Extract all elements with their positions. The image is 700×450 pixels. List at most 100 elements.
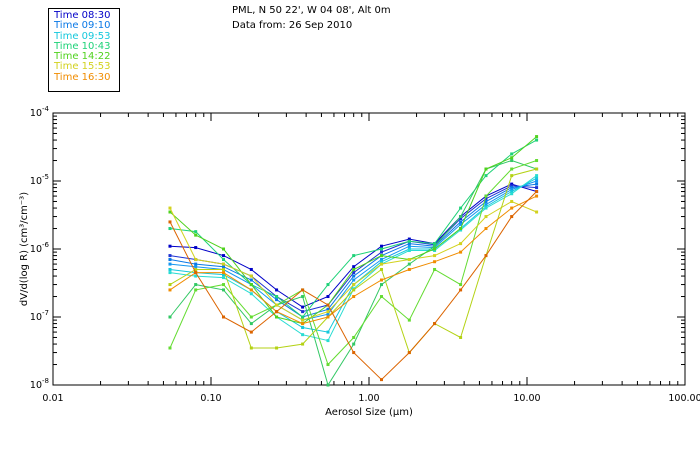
data-point xyxy=(222,288,226,292)
data-point xyxy=(301,315,305,319)
data-point xyxy=(459,250,463,254)
data-point xyxy=(380,254,384,258)
data-point xyxy=(222,271,226,275)
data-point xyxy=(433,322,437,326)
data-point xyxy=(535,138,539,142)
data-point xyxy=(484,203,488,207)
x-tick-label: 100.00 xyxy=(668,393,700,404)
data-point xyxy=(249,346,253,350)
data-point xyxy=(168,315,172,319)
data-point xyxy=(484,206,488,210)
data-point xyxy=(459,220,463,224)
data-point xyxy=(535,135,539,139)
data-point xyxy=(352,278,356,282)
data-point xyxy=(301,333,305,337)
data-point xyxy=(459,222,463,226)
data-point xyxy=(249,278,253,282)
data-point xyxy=(222,247,226,251)
data-point xyxy=(380,378,384,382)
data-point xyxy=(326,330,330,334)
y-tick-base: 10 xyxy=(30,312,42,323)
data-point xyxy=(380,247,384,251)
data-point xyxy=(407,267,411,271)
data-point xyxy=(194,258,198,262)
y-tick-label: 10-4 xyxy=(30,105,50,119)
data-point xyxy=(194,288,198,292)
data-point xyxy=(301,295,305,299)
legend-entry: Time 09:10 xyxy=(54,20,111,32)
data-point xyxy=(275,310,279,314)
data-point xyxy=(301,322,305,326)
x-tick-label: 1.00 xyxy=(358,393,379,404)
data-point xyxy=(510,156,514,160)
data-point xyxy=(459,227,463,231)
data-point xyxy=(510,192,514,196)
data-point xyxy=(433,249,437,253)
data-point xyxy=(484,199,488,203)
data-point xyxy=(168,267,172,271)
legend: Time 08:30 Time 09:10 Time 09:53 Time 10:43… xyxy=(48,8,120,92)
data-point xyxy=(535,182,539,186)
data-point xyxy=(535,176,539,180)
data-point xyxy=(510,182,514,186)
data-point xyxy=(407,262,411,266)
data-point xyxy=(380,283,384,287)
data-point xyxy=(326,310,330,314)
data-point xyxy=(352,295,356,299)
x-axis-title: Aerosol Size (μm) xyxy=(325,407,413,418)
data-point xyxy=(407,237,411,241)
data-point xyxy=(352,351,356,355)
y-tick-exponent: -7 xyxy=(42,309,49,317)
data-point xyxy=(484,174,488,178)
data-point xyxy=(510,152,514,156)
data-point xyxy=(380,250,384,254)
data-point xyxy=(301,318,305,322)
data-point xyxy=(352,254,356,258)
data-point xyxy=(326,363,330,367)
data-point xyxy=(168,210,172,214)
data-point xyxy=(352,267,356,271)
data-point xyxy=(535,190,539,194)
legend-entry: Time 16:30 xyxy=(54,71,111,83)
data-point xyxy=(222,267,226,271)
data-point xyxy=(249,288,253,292)
data-point xyxy=(535,179,539,183)
data-point xyxy=(484,167,488,171)
data-point xyxy=(433,267,437,271)
data-point xyxy=(510,159,514,163)
data-point xyxy=(459,242,463,246)
series-layer xyxy=(168,135,539,387)
data-point xyxy=(168,262,172,266)
data-point xyxy=(168,271,172,275)
y-tick-label: 10-5 xyxy=(30,173,49,187)
data-point xyxy=(352,335,356,339)
x-tick-label: 0.10 xyxy=(200,393,221,404)
data-point xyxy=(222,254,226,258)
data-point xyxy=(222,276,226,280)
data-point xyxy=(510,190,514,194)
data-point xyxy=(168,258,172,262)
data-point xyxy=(535,174,539,178)
data-point xyxy=(301,288,305,292)
data-point xyxy=(510,206,514,210)
data-point xyxy=(249,330,253,334)
data-point xyxy=(535,194,539,198)
legend-entry: Time 14:22 xyxy=(54,51,111,63)
data-point xyxy=(433,242,437,246)
legend-entry: Time 10:43 xyxy=(54,40,111,52)
data-point xyxy=(249,267,253,271)
data-point xyxy=(407,242,411,246)
data-point xyxy=(168,254,172,258)
data-point xyxy=(326,315,330,319)
y-tick-base: 10 xyxy=(30,380,42,391)
data-point xyxy=(380,262,384,266)
data-point xyxy=(326,303,330,307)
data-point xyxy=(459,206,463,210)
data-point xyxy=(249,283,253,287)
data-point xyxy=(194,233,198,237)
data-point xyxy=(249,315,253,319)
data-point xyxy=(194,283,198,287)
y-tick-exponent: -4 xyxy=(42,105,50,113)
legend-entry: Time 08:30 xyxy=(54,10,111,21)
